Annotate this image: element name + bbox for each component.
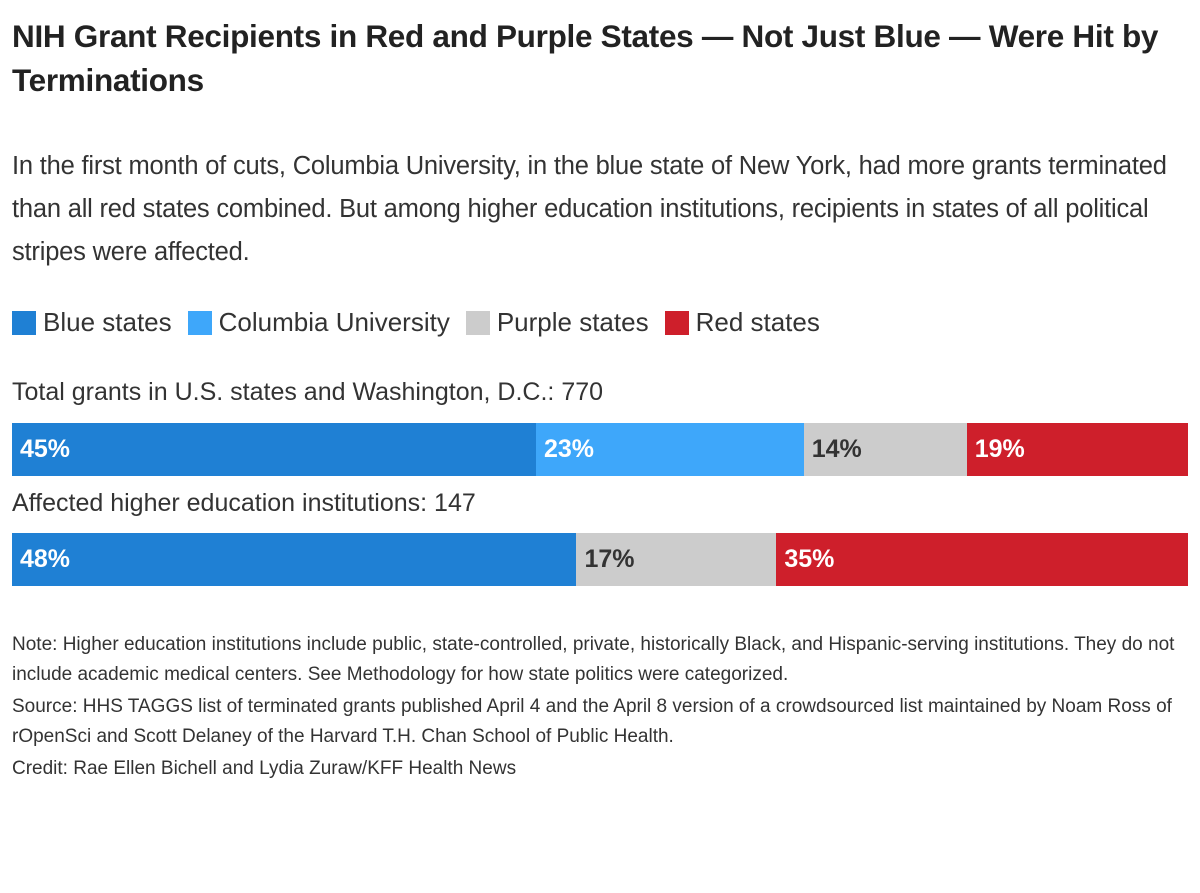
legend-swatch bbox=[187, 310, 212, 335]
credit-text: Credit: Rae Ellen Bichell and Lydia Zura… bbox=[12, 758, 517, 779]
data-label: 45% bbox=[20, 435, 71, 463]
source-text: Source: HHS TAGGS list of terminated gra… bbox=[12, 696, 1172, 747]
row-label-higher-ed: Affected higher education institutions: … bbox=[12, 489, 476, 517]
note-text: Note: Higher education institutions incl… bbox=[12, 634, 1175, 685]
chart-title: NIH Grant Recipients in Red and Purple S… bbox=[12, 18, 1159, 98]
legend-item: Blue states bbox=[12, 307, 172, 338]
legend-swatch bbox=[12, 310, 36, 335]
data-label: 14% bbox=[811, 435, 862, 463]
legend-swatch bbox=[664, 310, 689, 335]
data-label: 23% bbox=[543, 435, 594, 463]
legend-item: Red states bbox=[664, 307, 820, 338]
legend-label: Columbia University bbox=[218, 307, 450, 337]
legend-label: Blue states bbox=[43, 307, 172, 337]
data-label: 17% bbox=[584, 545, 635, 573]
data-label: 48% bbox=[20, 545, 71, 573]
bar-segment-columbia-university: 23% bbox=[535, 423, 804, 476]
legend-swatch bbox=[465, 310, 490, 335]
bar-segment-red-states: 35% bbox=[776, 533, 1188, 586]
bar-segment-blue-states: 48% bbox=[12, 533, 577, 586]
legend-label: Red states bbox=[695, 307, 820, 337]
bar-segment-red-states: 19% bbox=[966, 423, 1188, 476]
bar-segment-purple-states: 14% bbox=[803, 423, 967, 476]
bar-segment-purple-states: 17% bbox=[576, 533, 777, 586]
legend-item: Columbia University bbox=[187, 307, 450, 338]
chart-subtitle: In the first month of cuts, Columbia Uni… bbox=[12, 152, 1167, 266]
data-label: 19% bbox=[974, 435, 1025, 463]
legend-label: Purple states bbox=[496, 307, 649, 337]
row-label-total: Total grants in U.S. states and Washingt… bbox=[12, 378, 604, 406]
bar-total-grants: 45% 23% 14% 19% bbox=[12, 423, 1188, 476]
legend: Blue states Columbia University Purple sta… bbox=[12, 307, 836, 338]
data-label: 35% bbox=[784, 545, 835, 573]
bar-segment-blue-states: 45% bbox=[12, 423, 536, 476]
bar-higher-ed: 48% 17% 35% bbox=[12, 533, 1188, 586]
notes: Note: Higher education institutions incl… bbox=[12, 630, 1192, 786]
legend-item: Purple states bbox=[465, 307, 649, 338]
